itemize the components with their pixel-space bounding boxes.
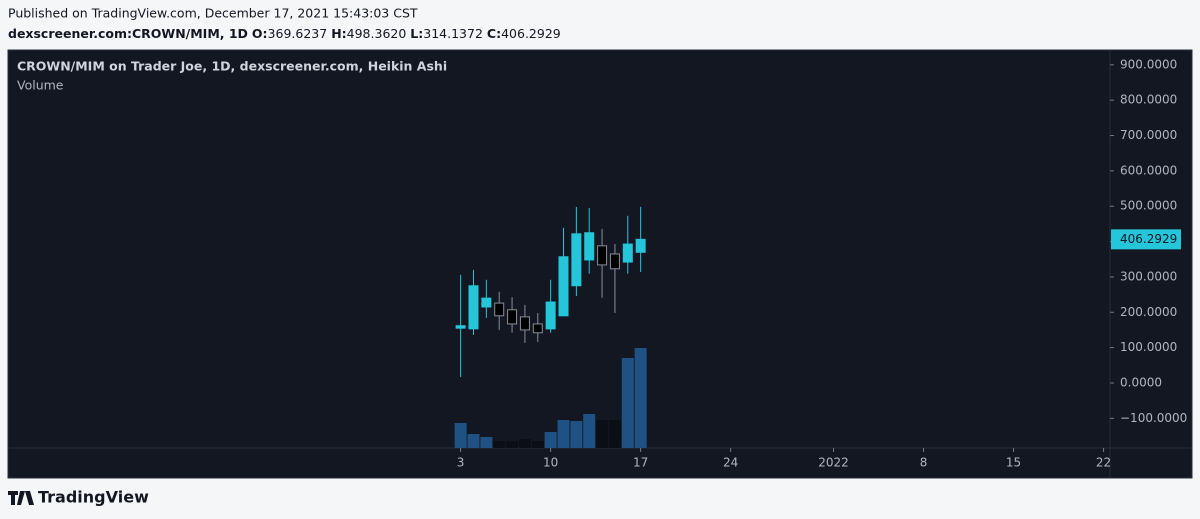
volume-bar [493,441,506,448]
published-line: Published on TradingView.com, December 1… [8,6,418,21]
candle-body [519,316,530,331]
y-tick-label: 0.0000 [1120,375,1162,389]
volume-bar [467,434,480,448]
volume-bar [570,421,583,448]
x-tick-label: 22 [1096,456,1111,470]
candle-body [507,309,518,325]
x-tick-label: 24 [723,456,738,470]
volume-bar [596,420,609,448]
x-tick-label: 10 [543,456,558,470]
x-tick-label: 8 [920,456,928,470]
y-tick-label: 300.0000 [1120,269,1177,283]
y-tick-label: 600.0000 [1120,163,1177,177]
y-tick-label: 900.0000 [1120,57,1177,71]
logo-icon [8,491,34,505]
ohlc-value: 369.6237 [268,26,328,41]
y-tick-label: −100.0000 [1120,411,1187,425]
ohlc-label: H: [331,26,346,41]
candle-body [571,233,582,287]
volume-bar [518,439,531,448]
x-tick-label: 15 [1006,456,1021,470]
candle-body [584,232,595,261]
candle-body [609,253,620,270]
ohlc-label: C: [487,26,501,41]
ohlc-label: L: [410,26,423,41]
volume-bar [531,441,544,448]
chart-title: CROWN/MIM on Trader Joe, 1D, dexscreener… [17,59,447,74]
y-tick-label: 800.0000 [1120,93,1177,107]
volume-bar [634,348,647,448]
volume-bar [454,423,467,448]
candle-body [532,323,543,334]
last-price-label: 406.2929 [1120,232,1177,246]
last-price-marker [1111,229,1181,250]
volume-bar [506,441,519,448]
volume-bar [544,432,557,448]
ohlc-value: 314.1372 [423,26,483,41]
volume-bar [608,420,621,448]
candle-body [494,302,505,317]
x-tick-label: 3 [457,456,465,470]
ohlc-value: 406.2929 [501,26,561,41]
volume-bar [621,358,634,448]
candle-body [622,243,633,263]
y-tick-label: 500.0000 [1120,199,1177,213]
symbol-line: dexscreener.com:CROWN/MIM, 1D O:369.6237… [8,26,561,41]
candle-body [635,238,646,253]
candle-body [558,256,569,317]
candle-body [545,301,556,330]
candle-body [468,285,479,330]
y-tick-label: 700.0000 [1120,128,1177,142]
x-tick-label: 2022 [818,456,849,470]
volume-bar [557,420,570,448]
candle-body [597,245,608,266]
chart-subtitle: Volume [17,78,64,93]
logo: TradingView [8,488,149,507]
volume-bar [480,437,493,448]
ohlc-value: 498.3620 [347,26,407,41]
candle-body [481,297,492,308]
ohlc-label: O: [252,26,268,41]
volume-bar [583,414,596,448]
x-tick-label: 17 [633,456,648,470]
y-tick-label: 100.0000 [1120,340,1177,354]
candle-body [455,325,466,329]
brand: TradingView [38,488,149,507]
y-tick-label: 200.0000 [1120,305,1177,319]
symbol: dexscreener.com:CROWN/MIM, 1D [8,26,248,41]
